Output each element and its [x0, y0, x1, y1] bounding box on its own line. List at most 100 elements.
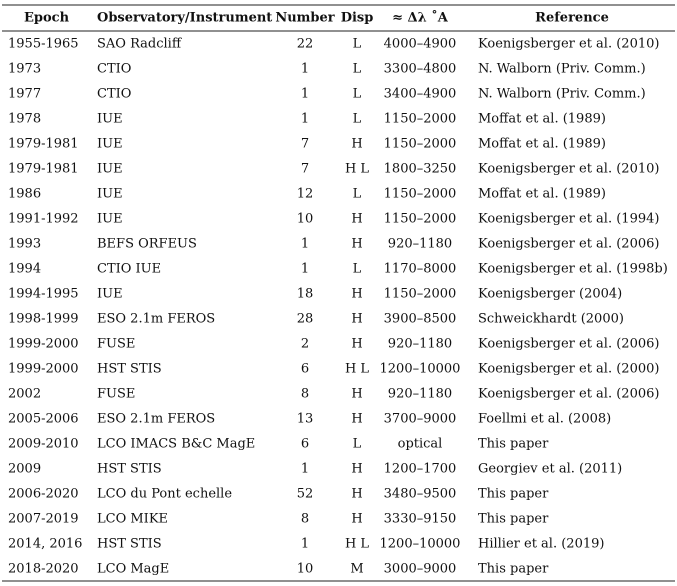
table-cell: L [353, 437, 362, 452]
table-cell: 3330–9150 [384, 512, 457, 527]
table-cell: 1 [301, 112, 309, 127]
table-cell: This paper [478, 437, 549, 452]
table-cell: 3300–4800 [384, 62, 457, 77]
table-cell: 1150–2000 [384, 137, 457, 152]
table-cell: 1 [301, 62, 309, 77]
table-cell: ESO 2.1m FEROS [97, 312, 215, 327]
table-cell: 1200–1700 [384, 462, 457, 477]
table-cell: 1200–10000 [380, 537, 461, 552]
table-cell: Koenigsberger et al. (1998b) [478, 262, 668, 277]
column-header: ≈ Δλ ˚A [392, 10, 449, 26]
table-cell: Koenigsberger et al. (2010) [478, 162, 659, 177]
table-cell: 920–1180 [388, 237, 452, 252]
table-cell: 3400–4900 [384, 87, 457, 102]
table-cell: 8 [301, 512, 309, 527]
table-cell: 12 [297, 187, 314, 202]
table-cell: M [350, 562, 363, 577]
table-cell: CTIO IUE [97, 262, 161, 277]
table-cell: This paper [478, 562, 549, 577]
table-cell: 52 [297, 487, 314, 502]
table-cell: 1 [301, 237, 309, 252]
table-cell: 2005-2006 [8, 412, 79, 427]
table-cell: H [351, 237, 362, 252]
table-cell: 2018-2020 [8, 562, 79, 577]
table-cell: 1998-1999 [8, 312, 79, 327]
table-cell: H [351, 412, 362, 427]
table-cell: H L [345, 362, 369, 377]
column-header: Epoch [24, 11, 70, 26]
table-cell: 3900–8500 [384, 312, 457, 327]
table-cell: This paper [478, 512, 549, 527]
table-cell: Koenigsberger et al. (2006) [478, 337, 659, 352]
table-cell: 3000–9000 [384, 562, 457, 577]
table-cell: 13 [297, 412, 314, 427]
table-cell: 1 [301, 462, 309, 477]
table-cell: Koenigsberger et al. (1994) [478, 212, 659, 227]
table-cell: L [353, 112, 362, 127]
table-cell: IUE [97, 137, 123, 152]
table-cell: 8 [301, 387, 309, 402]
table-cell: 1994-1995 [8, 287, 79, 302]
table-cell: IUE [97, 162, 123, 177]
table-cell: H L [345, 537, 369, 552]
table-cell: H [351, 462, 362, 477]
table-cell: 10 [297, 212, 314, 227]
table-cell: 1979-1981 [8, 162, 79, 177]
table-cell: L [353, 37, 362, 52]
table-cell: Moffat et al. (1989) [478, 137, 606, 152]
table-cell: LCO MagE [97, 562, 169, 577]
table-cell: 1150–2000 [384, 212, 457, 227]
table-cell: 3480–9500 [384, 487, 457, 502]
table-cell: 1 [301, 537, 309, 552]
table-cell: H [351, 387, 362, 402]
table-cell: 1150–2000 [384, 187, 457, 202]
table-cell: 28 [297, 312, 314, 327]
table-cell: 7 [301, 162, 309, 177]
table-cell: LCO du Pont echelle [97, 487, 232, 502]
table-cell: N. Walborn (Priv. Comm.) [478, 62, 646, 77]
table-cell: 2002 [8, 387, 41, 402]
table-cell: 22 [297, 37, 314, 52]
table-cell: 2009 [8, 462, 41, 477]
column-header: Observatory/Instrument [97, 11, 272, 26]
table-cell: 1800–3250 [384, 162, 457, 177]
table-cell: HST STIS [97, 362, 162, 377]
table-cell: 1977 [8, 87, 41, 102]
table-cell: 7 [301, 137, 309, 152]
table-cell: 920–1180 [388, 337, 452, 352]
table-cell: Georgiev et al. (2011) [478, 462, 622, 477]
table-cell: H [351, 487, 362, 502]
table-cell: 1986 [8, 187, 41, 202]
table-cell: IUE [97, 212, 123, 227]
table-cell: CTIO [97, 62, 131, 77]
table-cell: H [351, 287, 362, 302]
table-cell: 1 [301, 262, 309, 277]
table-cell: ESO 2.1m FEROS [97, 412, 215, 427]
column-header: Reference [535, 11, 609, 26]
table-cell: L [353, 187, 362, 202]
table-cell: H [351, 212, 362, 227]
column-header: Number [275, 11, 334, 26]
table-cell: 1994 [8, 262, 41, 277]
table-cell: Koenigsberger et al. (2006) [478, 237, 659, 252]
table-cell: 920–1180 [388, 387, 452, 402]
table-cell: BEFS ORFEUS [97, 237, 197, 252]
table-cell: 1973 [8, 62, 41, 77]
table-cell: 1200–10000 [380, 362, 461, 377]
table-cell: 18 [297, 287, 314, 302]
table-cell: H L [345, 162, 369, 177]
table-cell: 1999-2000 [8, 362, 79, 377]
table-cell: HST STIS [97, 462, 162, 477]
table-cell: 1979-1981 [8, 137, 79, 152]
table-cell: 10 [297, 562, 314, 577]
table-cell: 4000–4900 [384, 37, 457, 52]
table-cell: 1170–8000 [384, 262, 457, 277]
table-cell: L [353, 262, 362, 277]
table-cell: Schweickhardt (2000) [478, 312, 624, 327]
table-cell: 2014, 2016 [8, 537, 82, 552]
table-cell: Hillier et al. (2019) [478, 537, 604, 552]
table-cell: 2006-2020 [8, 487, 79, 502]
table-cell: H [351, 312, 362, 327]
table-cell: 3700–9000 [384, 412, 457, 427]
